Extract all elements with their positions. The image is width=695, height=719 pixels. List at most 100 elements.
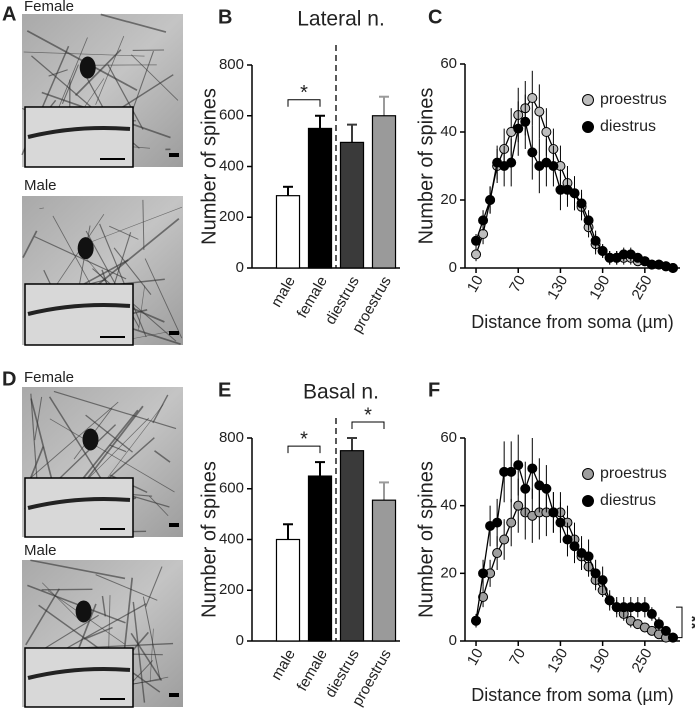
data-point [548,507,559,518]
scale-bar [169,331,179,335]
legend-marker [582,94,594,106]
inset [24,477,134,538]
panel-label: F [428,379,440,401]
dendrite [131,50,154,112]
dendrite [57,424,117,481]
dendrite [130,632,163,681]
data-point [597,575,608,586]
data-point [506,517,517,528]
panel-label: A [2,3,16,25]
data-point [639,602,650,613]
dendrite [95,35,125,105]
data-point [667,263,678,273]
micrographs [21,13,183,708]
data-point [513,500,524,511]
x-tick-label: 130 [544,272,571,302]
y-tick-label: 20 [440,564,457,581]
data-point [520,116,531,127]
caption: Female [24,0,74,15]
y-axis-label: Number of spines [198,461,220,618]
x-axis-label: Distance from soma (µm) [471,312,673,332]
dendrite [53,390,177,430]
y-tick-label: 800 [219,429,244,446]
dendrite [36,614,99,654]
legend-label: diestrus [600,492,656,509]
legend-marker [582,468,594,480]
soma [77,237,94,260]
y-tick-label: 800 [219,56,244,73]
dendrite [101,595,107,617]
x-tick-label: 190 [586,272,613,302]
dendrite [30,559,126,580]
data-point [660,625,671,636]
x-tick-label: 250 [628,272,655,302]
y-tick-label: 600 [219,107,244,124]
data-point [590,235,601,246]
dendrite [100,13,167,33]
y-tick-label: 0 [449,259,457,276]
data-point [527,93,538,103]
annotation-bracket [676,606,683,639]
x-tick-label: 130 [544,645,571,675]
dendrite [41,582,79,619]
chart-title: Basal n. [303,381,379,404]
bar [275,538,301,642]
dendrite [142,199,145,251]
dendrite [22,230,38,258]
data-point [513,123,524,134]
y-axis-label: Number of spines [415,88,437,245]
dendrite [154,450,171,463]
legend-label: proestrus [600,465,667,482]
data-point [478,568,489,579]
bar [371,115,397,269]
dendrite [109,225,139,240]
dendrite [34,236,127,280]
x-tick-label: 190 [586,645,613,675]
legend-marker [582,495,594,507]
significance-bracket [351,421,385,429]
data-point [555,517,566,528]
dendrite [29,401,119,480]
dendrite [48,69,68,77]
data-point [478,215,489,226]
x-tick-label: 70 [506,272,529,295]
y-tick-label: 200 [219,581,244,598]
dendrite [145,566,163,607]
data-point [548,161,559,171]
chart-title: Lateral n. [297,8,385,31]
dendrite [83,626,113,640]
dendrite [92,268,177,342]
scale-bar [169,523,179,527]
data-point [597,246,608,256]
dendrite [23,51,145,57]
y-tick-label: 0 [236,259,244,276]
y-tick-label: 200 [219,208,244,225]
y-tick-label: 600 [219,480,244,497]
panel-label: C [428,6,442,28]
bar [307,127,333,269]
dendrite [109,444,127,453]
panel-label: E [218,379,231,401]
dendrite [34,396,43,441]
significance-bracket [287,445,321,454]
data-point [471,615,482,626]
data-point [520,483,531,494]
dendrite [99,223,147,338]
data-point [541,127,552,137]
dendrite [30,393,38,482]
data-point [506,466,517,477]
dendrite [61,64,79,104]
dendrite [39,207,44,209]
y-tick-label: 20 [440,191,457,208]
legend-label: proestrus [600,91,667,108]
dendrite [144,258,183,339]
dendrite [85,414,133,453]
x-axis-label: Distance from soma (µm) [471,685,673,705]
y-tick-label: 0 [449,632,457,649]
caption: Female [24,369,74,386]
x-tick-label: 70 [506,645,529,668]
annotation: ** [681,615,695,629]
legend-marker [582,121,594,133]
y-tick-label: 40 [440,123,457,140]
data-point [527,147,538,158]
